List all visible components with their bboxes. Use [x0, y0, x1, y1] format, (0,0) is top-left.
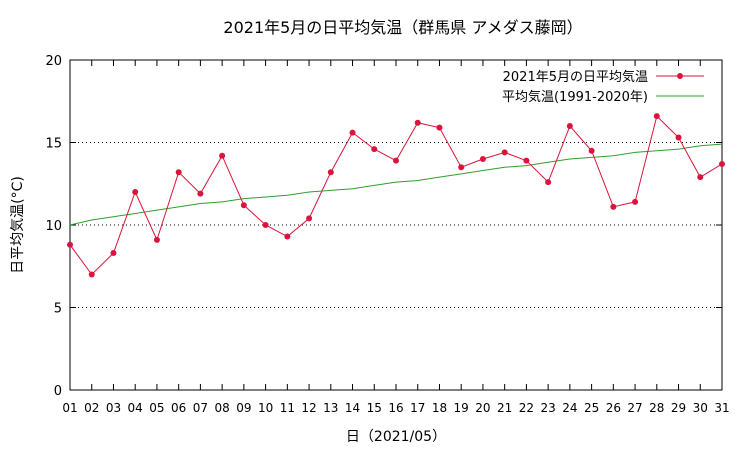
x-tick-label: 31: [714, 401, 729, 415]
data-point: [132, 189, 139, 195]
x-tick-label: 19: [454, 401, 469, 415]
x-tick-label: 05: [149, 401, 164, 415]
y-tick-label: 20: [45, 54, 62, 69]
data-point: [371, 146, 378, 153]
data-point: [393, 157, 399, 164]
x-tick-label: 21: [497, 401, 512, 415]
series-line-0: [69, 115, 723, 276]
plot-frame: [69, 59, 723, 391]
x-tick-label: 24: [562, 401, 577, 415]
grid: [70, 142, 722, 308]
data-point: [219, 152, 226, 159]
x-tick-label: 04: [128, 401, 143, 415]
x-tick-label: 08: [214, 401, 229, 415]
data-point: [458, 164, 465, 171]
data-point: [240, 202, 247, 209]
x-tick-label: 30: [693, 401, 708, 415]
data-point: [327, 169, 334, 176]
x-axis: 01 02 03 04 05 06 07 08 09 10 11 12 13 14 15 16 17 18 19 20…: [62, 60, 730, 415]
x-tick-label: 11: [280, 401, 295, 415]
x-tick-label: 28: [649, 401, 664, 415]
x-tick-label: 02: [84, 401, 99, 415]
x-tick-label: 27: [627, 401, 642, 415]
y-tick-label: 10: [45, 219, 62, 234]
series-line-1: [69, 143, 723, 226]
x-tick-label: 20: [475, 401, 490, 415]
data-point: [632, 198, 639, 205]
x-tick-label: 03: [106, 401, 121, 415]
x-tick-label: 10: [258, 401, 273, 415]
data-point: [153, 236, 160, 243]
data-point: [523, 157, 530, 164]
x-tick-label: 12: [301, 401, 316, 415]
data-point: [349, 129, 356, 136]
legend-label-1: 平均気温(1991-2020年): [502, 89, 648, 105]
x-tick-label: 22: [519, 401, 534, 415]
data-point: [88, 271, 95, 278]
legend-marker-0: [677, 73, 683, 79]
data-point: [197, 190, 204, 197]
data-point: [653, 113, 660, 120]
data-point: [610, 203, 617, 210]
legend-label-0: 2021年5月の日平均気温: [503, 69, 648, 85]
data-point: [719, 160, 725, 167]
x-tick-label: 29: [671, 401, 686, 415]
data-point: [566, 123, 573, 129]
data-point: [479, 156, 486, 162]
data-point: [697, 174, 704, 181]
data-point: [588, 147, 595, 154]
x-tick-label: 14: [345, 401, 360, 415]
x-tick-label: 26: [606, 401, 621, 415]
data-point: [414, 119, 421, 126]
y-axis-label: 日平均気温(°C): [10, 176, 26, 274]
x-tick-label: 25: [584, 401, 599, 415]
chart-title: 2021年5月の日平均気温（群馬県 アメダス藤岡）: [223, 18, 582, 37]
data-point: [436, 124, 443, 131]
data-point: [284, 233, 291, 240]
data-point: [545, 179, 552, 186]
data-point: [175, 169, 182, 176]
x-tick-label: 01: [62, 401, 77, 415]
y-tick-label: 15: [45, 137, 62, 152]
x-tick-label: 09: [236, 401, 251, 415]
data-point: [501, 149, 508, 156]
x-tick-label: 17: [410, 401, 425, 415]
x-tick-label: 23: [540, 401, 555, 415]
y-tick-label: 5: [54, 302, 62, 317]
data-point: [306, 215, 313, 222]
data-point: [110, 250, 117, 257]
x-tick-label: 16: [388, 401, 403, 415]
x-tick-label: 13: [323, 401, 338, 415]
x-tick-label: 07: [193, 401, 208, 415]
series-group: [67, 113, 725, 278]
y-tick-label: 0: [54, 384, 62, 399]
x-tick-label: 18: [432, 401, 447, 415]
data-point: [67, 241, 73, 248]
x-axis-label: 日（2021/05）: [346, 429, 446, 445]
x-tick-label: 06: [171, 401, 186, 415]
y-axis: 0 5 10 15 20: [45, 54, 722, 399]
data-point: [675, 134, 682, 141]
x-tick-label: 15: [367, 401, 382, 415]
data-point: [262, 222, 269, 228]
